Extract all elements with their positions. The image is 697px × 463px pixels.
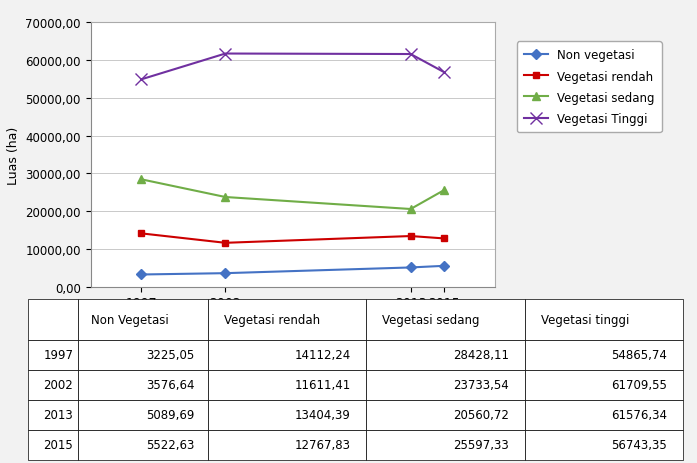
Non vegetasi	[441, 263, 449, 269]
Non vegetasi	[221, 271, 229, 276]
Vegetasi sedang	[406, 207, 415, 213]
Line: Vegetasi sedang: Vegetasi sedang	[137, 176, 448, 214]
Vegetasi rendah	[221, 240, 229, 246]
Legend: Non vegetasi, Vegetasi rendah, Vegetasi sedang, Vegetasi Tinggi: Non vegetasi, Vegetasi rendah, Vegetasi …	[517, 42, 661, 133]
Vegetasi rendah	[137, 231, 146, 237]
Y-axis label: Luas (ha): Luas (ha)	[7, 126, 20, 184]
Vegetasi rendah	[406, 234, 415, 239]
Line: Vegetasi Tinggi: Vegetasi Tinggi	[136, 49, 450, 86]
Vegetasi sedang	[137, 177, 146, 183]
Vegetasi rendah	[441, 236, 449, 242]
Vegetasi sedang	[221, 195, 229, 200]
Non vegetasi	[406, 265, 415, 271]
Vegetasi Tinggi	[441, 70, 449, 76]
Non vegetasi	[137, 272, 146, 278]
Vegetasi Tinggi	[137, 77, 146, 83]
Vegetasi Tinggi	[406, 52, 415, 58]
Line: Non vegetasi: Non vegetasi	[138, 263, 447, 278]
Vegetasi sedang	[441, 188, 449, 194]
Vegetasi Tinggi	[221, 52, 229, 57]
Line: Vegetasi rendah: Vegetasi rendah	[138, 231, 447, 247]
